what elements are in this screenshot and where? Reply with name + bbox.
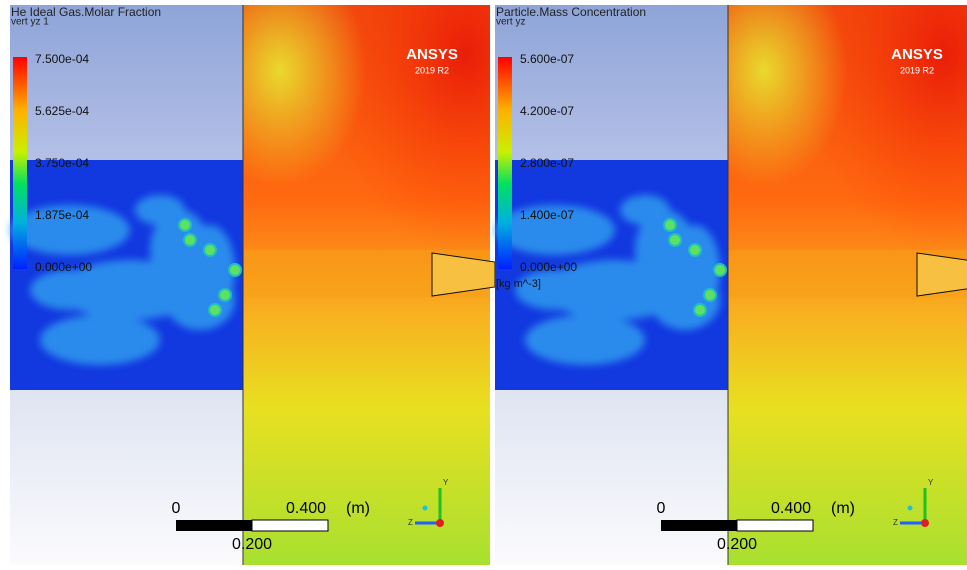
nozzle bbox=[916, 252, 967, 297]
plume-core bbox=[178, 218, 192, 232]
plume-core bbox=[183, 233, 197, 247]
plume-core bbox=[203, 243, 217, 257]
scale-end: 0.400 bbox=[286, 500, 326, 517]
upper-region bbox=[10, 5, 243, 161]
plume-core bbox=[688, 243, 702, 257]
color-bar bbox=[13, 57, 27, 269]
plume-blob bbox=[30, 270, 110, 310]
legend-label: 2.800e-07 bbox=[520, 156, 574, 170]
legend-label: 5.600e-07 bbox=[520, 52, 574, 66]
legend-label: 0.000e+00 bbox=[520, 260, 577, 274]
legend-label: 5.625e-04 bbox=[35, 104, 89, 118]
plume-core bbox=[703, 288, 717, 302]
scale-mid: 0.200 bbox=[232, 536, 272, 553]
plume-core bbox=[228, 263, 242, 277]
legend-subtitle: vert yz bbox=[496, 17, 525, 28]
plume-blob bbox=[525, 315, 645, 365]
lower-region bbox=[495, 390, 728, 565]
legend-label: 4.200e-07 bbox=[520, 104, 574, 118]
plume-blob bbox=[620, 195, 670, 225]
plume-core bbox=[663, 218, 677, 232]
plume-blob bbox=[515, 270, 595, 310]
plume-core bbox=[668, 233, 682, 247]
legend-units: [kg m^-3] bbox=[496, 278, 541, 290]
lower-region bbox=[10, 390, 243, 565]
scale-bar-dark bbox=[176, 520, 252, 531]
plume-blob bbox=[135, 195, 185, 225]
version: 2019 R2 bbox=[900, 65, 934, 75]
plume-core bbox=[693, 303, 707, 317]
plume-blob bbox=[40, 315, 160, 365]
plume-blob bbox=[495, 205, 615, 255]
legend-title: He Ideal Gas.Molar Fraction bbox=[11, 5, 161, 19]
upper-region bbox=[495, 5, 728, 161]
triad-z-label: Z bbox=[408, 518, 413, 527]
scale-start: 0 bbox=[657, 500, 666, 517]
legend-label: 1.875e-04 bbox=[35, 208, 89, 222]
scale-unit: (m) bbox=[346, 500, 370, 517]
legend-title: Particle.Mass Concentration bbox=[496, 5, 646, 19]
triad-x bbox=[907, 505, 913, 511]
plume-core bbox=[713, 263, 727, 277]
scale-start: 0 bbox=[172, 500, 181, 517]
triad-origin bbox=[921, 519, 929, 527]
legend-label: 0.000e+00 bbox=[35, 260, 92, 274]
legend-label: 1.400e-07 bbox=[520, 208, 574, 222]
scale-bar-dark bbox=[661, 520, 737, 531]
triad-z-label: Z bbox=[893, 518, 898, 527]
legend-label: 3.750e-04 bbox=[35, 156, 89, 170]
logo: ANSYS bbox=[406, 46, 458, 63]
scale-bar-light bbox=[251, 519, 329, 532]
version: 2019 R2 bbox=[415, 65, 449, 75]
scale-bar-light bbox=[736, 519, 814, 532]
plume-blob bbox=[10, 205, 130, 255]
scale-mid: 0.200 bbox=[717, 536, 757, 553]
legend-label: 7.500e-04 bbox=[35, 52, 89, 66]
logo: ANSYS bbox=[891, 46, 943, 63]
triad-origin bbox=[436, 519, 444, 527]
triad-y-label: Y bbox=[928, 478, 934, 487]
triad-x bbox=[422, 505, 428, 511]
legend-subtitle: vert yz 1 bbox=[11, 17, 49, 28]
color-bar bbox=[498, 57, 512, 269]
scale-unit: (m) bbox=[831, 500, 855, 517]
scale-end: 0.400 bbox=[771, 500, 811, 517]
triad-y-label: Y bbox=[443, 478, 449, 487]
plume-core bbox=[218, 288, 232, 302]
plume-core bbox=[208, 303, 222, 317]
